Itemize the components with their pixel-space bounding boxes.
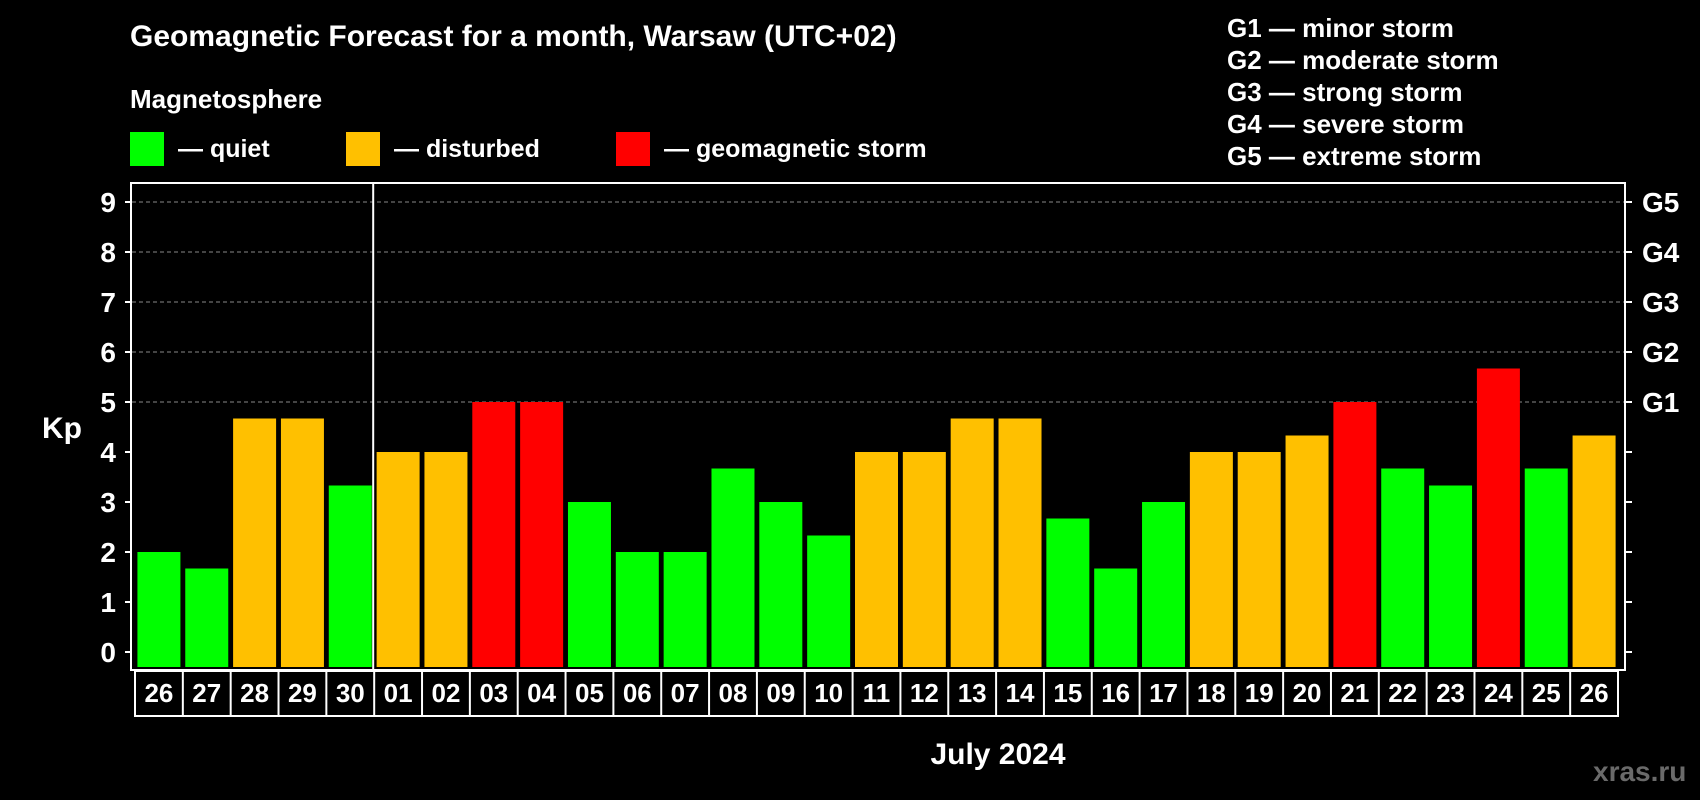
x-axis-title: July 2024 [930,738,1065,771]
storm-level-axis-label: G2 [1642,337,1679,368]
x-tick-label: 05 [575,678,604,708]
x-tick-label: 09 [766,678,795,708]
bar-quiet [137,552,181,667]
legend-item-storm: — geomagnetic storm [616,132,927,166]
storm-level-axis-label: G1 [1642,387,1679,418]
x-tick-label: 01 [384,678,413,708]
x-tick-label: 28 [240,678,269,708]
legend-label-disturbed: — disturbed [394,134,540,163]
bar-quiet [663,552,707,667]
bar-quiet [807,535,851,667]
bar-disturbed [998,418,1042,667]
storm-levels-list: G1 — minor storm G2 — moderate storm G3 … [1227,12,1499,172]
y-tick-label: 2 [100,537,116,568]
storm-level-axis-label: G5 [1642,187,1679,218]
y-tick-label: 5 [100,387,116,418]
bar-storm [1476,368,1520,667]
y-tick-label: 4 [100,437,116,468]
y-tick-label: 0 [100,637,116,668]
bar-quiet [615,552,659,667]
bar-disturbed [280,418,324,667]
x-tick-label: 06 [623,678,652,708]
legend-swatch-storm [616,132,650,166]
x-tick-label: 24 [1484,678,1513,708]
bar-quiet [1094,568,1138,667]
bar-disturbed [424,452,468,667]
x-tick-label: 23 [1436,678,1465,708]
x-tick-label: 04 [527,678,556,708]
legend-swatch-disturbed [346,132,380,166]
bar-disturbed [1285,435,1329,667]
bar-disturbed [1572,435,1616,667]
x-tick-label: 03 [479,678,508,708]
bar-quiet [711,468,755,667]
bar-quiet [759,502,803,667]
legend-label-quiet: — quiet [178,134,270,163]
bar-quiet [1381,468,1425,667]
legend-label-storm: — geomagnetic storm [664,134,927,163]
x-tick-label: 13 [958,678,987,708]
bar-storm [472,402,516,667]
x-tick-label: 29 [288,678,317,708]
y-tick-label: 8 [100,237,116,268]
bar-quiet [328,485,372,667]
storm-level-axis-label: G4 [1642,237,1680,268]
storm-level-g3: G3 — strong storm [1227,77,1463,107]
x-tick-label: 18 [1197,678,1226,708]
bar-storm [1333,402,1377,667]
x-tick-label: 21 [1340,678,1369,708]
x-tick-label: 16 [1101,678,1130,708]
watermark: xras.ru [1593,756,1687,787]
legend-item-disturbed: — disturbed [346,132,540,166]
bar-disturbed [376,452,420,667]
y-axis-title: Kp [42,412,82,445]
x-tick-label: 26 [1580,678,1609,708]
x-tick-label: 12 [910,678,939,708]
bar-disturbed [902,452,946,667]
bar-storm [520,402,564,667]
bar-quiet [1046,518,1090,667]
x-tick-label: 27 [192,678,221,708]
x-tick-label: 26 [144,678,173,708]
x-tick-label: 19 [1245,678,1274,708]
storm-level-g2: G2 — moderate storm [1227,45,1499,75]
bar-disturbed [1189,452,1233,667]
x-tick-label: 22 [1388,678,1417,708]
bar-disturbed [1237,452,1281,667]
bar-quiet [567,502,611,667]
chart-title: Geomagnetic Forecast for a month, Warsaw… [130,20,897,53]
y-tick-label: 7 [100,287,116,318]
y-tick-label: 1 [100,587,116,618]
bar-disturbed [855,452,898,667]
x-tick-label: 02 [431,678,460,708]
x-tick-label: 08 [719,678,748,708]
x-tick-label: 20 [1293,678,1322,708]
legend-item-quiet: — quiet [130,132,270,166]
x-tick-label: 17 [1149,678,1178,708]
x-tick-label: 07 [671,678,700,708]
bar-disturbed [950,418,994,667]
bar-quiet [1429,485,1473,667]
y-tick-label: 6 [100,337,116,368]
bar-disturbed [233,418,277,667]
bar-quiet [1524,468,1568,667]
storm-level-axis-label: G3 [1642,287,1679,318]
x-tick-label: 14 [1006,678,1035,708]
bar-quiet [1142,502,1186,667]
legend-swatch-quiet [130,132,164,166]
x-tick-label: 15 [1053,678,1082,708]
x-tick-label: 25 [1532,678,1561,708]
storm-level-g1: G1 — minor storm [1227,13,1454,43]
x-tick-label: 10 [814,678,843,708]
date-strip [134,670,1619,717]
chart-subtitle: Magnetosphere [130,84,323,114]
x-tick-label: 11 [863,678,891,708]
y-tick-label: 3 [100,487,116,518]
storm-level-g5: G5 — extreme storm [1227,141,1482,171]
bar-quiet [185,568,229,667]
storm-level-g4: G4 — severe storm [1227,109,1465,139]
x-tick-label: 30 [336,678,365,708]
y-tick-label: 9 [100,187,116,218]
